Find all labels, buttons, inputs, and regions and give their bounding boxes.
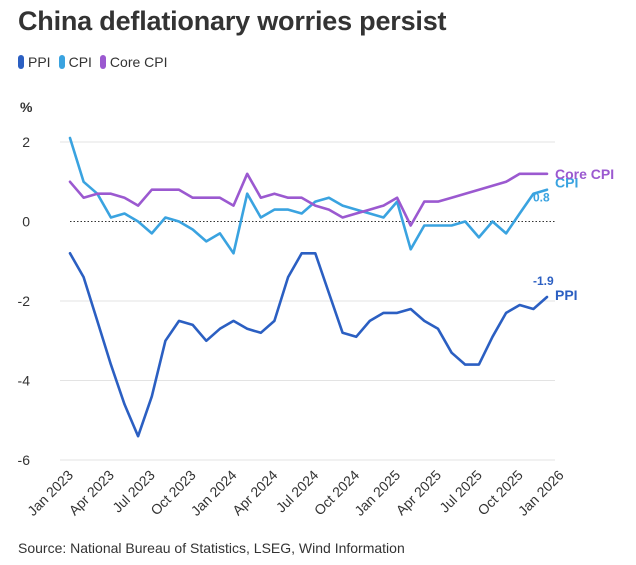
y-tick-label: -4 [18,373,31,389]
legend-swatch-cpi [58,55,65,69]
chart-title: China deflationary worries persist [18,6,447,36]
series-line-ppi [68,252,549,438]
series-line-cpi [68,136,549,255]
x-tick-label: Jan 2026 [515,467,567,519]
end-label-cpi: CPI [555,175,578,191]
y-tick-label: -2 [18,293,31,309]
x-tick-label: Apr 2024 [229,467,281,519]
legend-swatch-core-cpi [99,55,106,69]
y-tick-label: -6 [18,452,31,468]
end-value-ppi: -1.9 [533,274,554,288]
end-label-ppi: PPI [555,287,578,303]
legend-item-core-cpi: Core CPI [99,54,168,70]
legend-item-cpi: CPI [58,54,92,70]
legend-label-core-cpi: Core CPI [109,54,168,70]
legend-label-ppi: PPI [28,54,51,70]
end-label-core-cpi: Core CPI [555,166,614,182]
end-value-cpi: 0.8 [533,191,550,205]
legend-label-cpi: CPI [68,54,92,70]
y-axis-unit-label: % [20,99,33,115]
legend-item-ppi: PPI [18,54,51,70]
legend: PPI CPI Core CPI [18,54,176,70]
legend-swatch-ppi [18,55,24,69]
x-tick-label: Apr 2023 [66,467,118,519]
x-tick-label: Apr 2025 [393,467,445,519]
y-tick-label: 2 [22,134,30,150]
y-tick-label: 0 [22,214,30,230]
source-note: Source: National Bureau of Statistics, L… [18,540,405,556]
series-line-core-cpi [68,172,549,227]
